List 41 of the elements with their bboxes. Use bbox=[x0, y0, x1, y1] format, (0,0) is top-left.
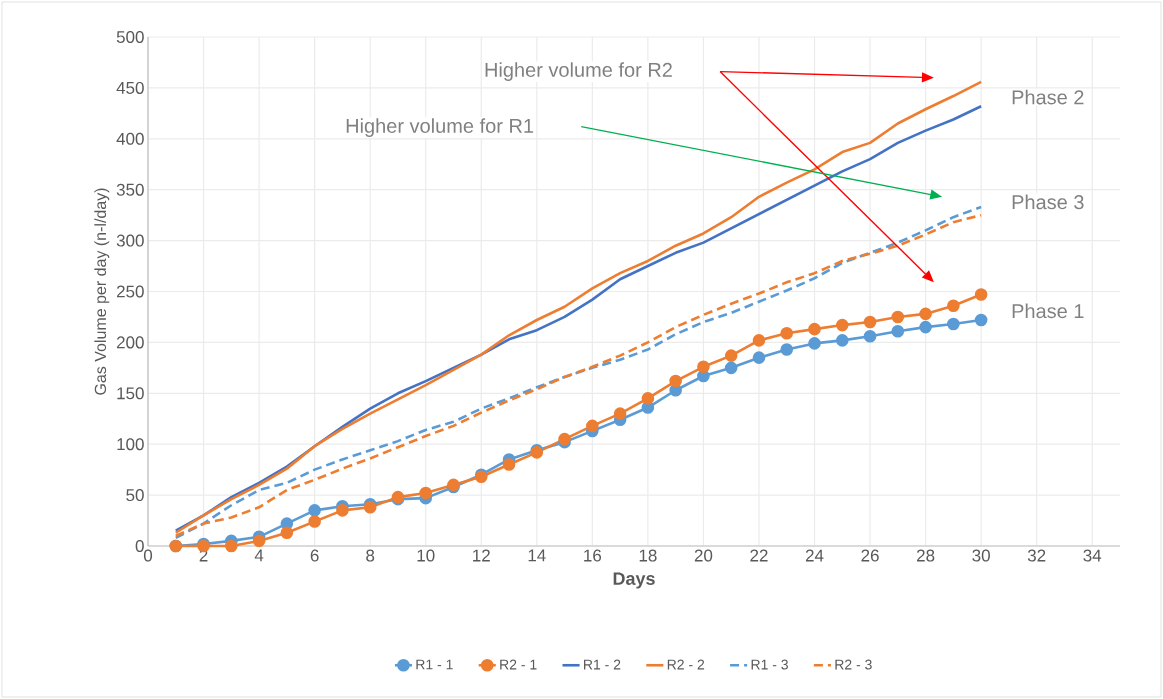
y-tick-label: 500 bbox=[116, 30, 144, 44]
annotation: Phase 1 bbox=[1012, 303, 1084, 319]
x-tick-label: 10 bbox=[417, 549, 435, 562]
annotation: Higher volume for R2 bbox=[485, 62, 672, 81]
x-tick-label: 4 bbox=[254, 549, 264, 562]
y-tick-label: 350 bbox=[116, 183, 144, 196]
x-tick-label: 32 bbox=[1027, 549, 1046, 562]
legend-label: R2 - 2 bbox=[667, 659, 705, 670]
x-tick-label: 0 bbox=[143, 549, 153, 562]
x-tick-label: 30 bbox=[972, 549, 990, 562]
legend-label: R1 - 1 bbox=[416, 659, 453, 670]
x-tick-label: 16 bbox=[584, 549, 602, 562]
x-tick-label: 34 bbox=[1083, 549, 1102, 562]
legend-label: R1 - 2 bbox=[584, 659, 621, 670]
x-tick-label: 24 bbox=[805, 549, 824, 562]
x-tick-label: 22 bbox=[750, 549, 768, 562]
legend-label: R1 - 3 bbox=[751, 659, 788, 670]
y-axis-title: Gas Volume per day (n-l/day) bbox=[94, 188, 110, 395]
y-tick-label: 200 bbox=[116, 336, 144, 349]
legend-label: R2 - 3 bbox=[835, 659, 872, 670]
y-tick-label: 50 bbox=[126, 489, 144, 502]
y-tick-label: 300 bbox=[116, 234, 144, 247]
annotation: Phase 3 bbox=[1012, 194, 1084, 210]
y-tick-label: 0 bbox=[135, 539, 144, 553]
y-tick-label: 250 bbox=[116, 285, 144, 298]
annotation: Phase 2 bbox=[1012, 89, 1084, 105]
x-tick-label: 14 bbox=[528, 549, 546, 562]
y-tick-label: 100 bbox=[117, 438, 144, 451]
x-tick-label: 28 bbox=[917, 549, 935, 562]
legend-label: R2 - 1 bbox=[500, 659, 537, 670]
annotation: Higher volume for R1 bbox=[346, 118, 534, 137]
y-tick-label: 400 bbox=[116, 132, 144, 145]
x-tick-label: 26 bbox=[861, 549, 879, 562]
x-tick-label: 12 bbox=[473, 549, 490, 562]
y-tick-label: 150 bbox=[117, 387, 144, 400]
x-axis-title: Days bbox=[613, 572, 655, 589]
x-tick-label: 6 bbox=[310, 549, 319, 562]
x-tick-label: 8 bbox=[366, 549, 375, 562]
x-tick-label: 18 bbox=[639, 549, 657, 562]
y-tick-label: 450 bbox=[116, 81, 144, 94]
x-tick-label: 20 bbox=[694, 549, 713, 562]
